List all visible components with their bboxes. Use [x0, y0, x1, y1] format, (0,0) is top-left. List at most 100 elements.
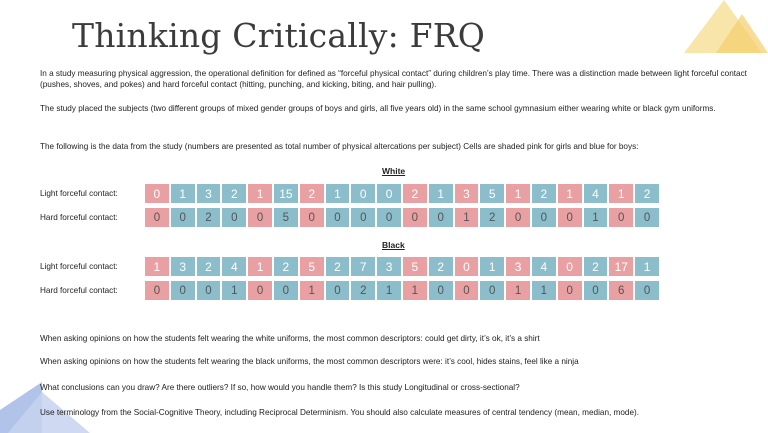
white-hard-cell: 0 [402, 208, 427, 227]
white-light-cell: 5 [480, 184, 505, 203]
black-hard-cell: 0 [480, 281, 505, 300]
white-light-cell: 3 [454, 184, 479, 203]
black-hard-cell: 0 [583, 281, 608, 300]
white-light-cell: 3 [196, 184, 221, 203]
white-hard-cell: 0 [222, 208, 247, 227]
white-light-cell: 1 [248, 184, 272, 203]
white-light-cell: 2 [402, 184, 427, 203]
black-light-cell: 3 [506, 257, 530, 276]
black-hard-cell: 0 [454, 281, 479, 300]
black-hard-cell: 0 [325, 281, 350, 300]
white-light-cell: 1 [506, 184, 530, 203]
white-light-cell: 0 [145, 184, 169, 203]
setup-paragraph: The study placed the subjects (two diffe… [40, 104, 716, 113]
triangle-decoration-bottom-left [0, 382, 90, 433]
black-light-label: Light forceful contact: [40, 262, 118, 271]
white-light-label: Light forceful contact: [40, 189, 118, 198]
black-hard-cell: 1 [222, 281, 247, 300]
black-light-cell: 1 [635, 257, 659, 276]
black-light-cell: 2 [325, 257, 350, 276]
white-light-cell: 0 [377, 184, 401, 203]
black-light-cell: 0 [557, 257, 582, 276]
black-light-cell: 4 [222, 257, 247, 276]
black-heading: Black [382, 240, 405, 250]
white-hard-cell: 0 [531, 208, 556, 227]
white-hard-cell: 0 [145, 208, 169, 227]
black-light-cell: 4 [531, 257, 556, 276]
black-light-cell: 2 [583, 257, 608, 276]
black-light-cell: 1 [248, 257, 272, 276]
black-hard-cell: 0 [248, 281, 272, 300]
white-light-cell: 4 [583, 184, 608, 203]
white-hard-label: Hard forceful contact: [40, 213, 118, 222]
white-hard-cell: 5 [273, 208, 298, 227]
white-light-cell: 1 [170, 184, 195, 203]
black-hard-label: Hard forceful contact: [40, 286, 118, 295]
white-hard-cell: 0 [351, 208, 376, 227]
black-hard-cell: 0 [273, 281, 298, 300]
white-hard-cell: 0 [377, 208, 401, 227]
black-light-cell: 2 [273, 257, 298, 276]
white-hard-cell: 0 [248, 208, 272, 227]
white-hard-cell: 0 [557, 208, 582, 227]
black-light-cell: 1 [145, 257, 169, 276]
white-light-cell: 1 [325, 184, 350, 203]
white-hard-cell: 2 [480, 208, 505, 227]
black-hard-cell: 0 [145, 281, 169, 300]
instructions-paragraph: Use terminology from the Social-Cognitiv… [40, 408, 640, 417]
white-heading: White [382, 166, 406, 176]
white-light-cell: 2 [222, 184, 247, 203]
questions-paragraph: What conclusions can you draw? Are there… [40, 383, 520, 392]
black-opinions-paragraph: When asking opinions on how the students… [40, 357, 579, 366]
white-light-cell: 1 [557, 184, 582, 203]
black-light-cell: 1 [480, 257, 505, 276]
black-hard-cell: 1 [377, 281, 401, 300]
white-light-cell: 1 [428, 184, 453, 203]
black-light-cell: 3 [377, 257, 401, 276]
white-hard-cell: 2 [196, 208, 221, 227]
black-light-row: 1 3 2 4 1 2 5 2 7 3 5 2 0 1 3 4 0 2 17 1 [145, 257, 659, 276]
intro-paragraph: In a study measuring physical aggression… [40, 69, 747, 89]
white-light-cell: 1 [609, 184, 634, 203]
white-hard-cell: 0 [325, 208, 350, 227]
black-light-cell: 2 [428, 257, 453, 276]
white-light-row: 0 1 3 2 1 15 2 1 0 0 2 1 3 5 1 2 1 4 1 2 [145, 184, 659, 203]
page-title: Thinking Critically: FRQ [72, 16, 485, 55]
black-light-cell: 7 [351, 257, 376, 276]
black-light-cell: 5 [299, 257, 324, 276]
black-hard-cell: 1 [402, 281, 427, 300]
black-hard-cell: 2 [351, 281, 376, 300]
black-hard-cell: 1 [506, 281, 530, 300]
white-hard-cell: 1 [583, 208, 608, 227]
white-hard-cell: 0 [170, 208, 195, 227]
white-hard-cell: 0 [299, 208, 324, 227]
black-light-cell: 2 [196, 257, 221, 276]
black-hard-cell: 1 [531, 281, 556, 300]
white-light-cell: 2 [635, 184, 659, 203]
black-light-cell: 5 [402, 257, 427, 276]
black-light-cell: 0 [454, 257, 479, 276]
white-hard-cell: 1 [454, 208, 479, 227]
triangle-decoration-top-right [684, 0, 768, 53]
white-hard-cell: 0 [609, 208, 634, 227]
data-description-paragraph: The following is the data from the study… [40, 142, 639, 151]
white-light-cell: 15 [273, 184, 298, 203]
black-hard-cell: 0 [635, 281, 659, 300]
black-hard-cell: 0 [196, 281, 221, 300]
black-hard-cell: 6 [609, 281, 634, 300]
black-hard-cell: 0 [170, 281, 195, 300]
white-light-cell: 2 [531, 184, 556, 203]
black-hard-cell: 0 [557, 281, 582, 300]
white-hard-cell: 0 [506, 208, 530, 227]
white-opinions-paragraph: When asking opinions on how the students… [40, 334, 540, 343]
black-light-cell: 17 [609, 257, 634, 276]
white-light-cell: 0 [351, 184, 376, 203]
white-hard-cell: 0 [635, 208, 659, 227]
black-hard-cell: 0 [428, 281, 453, 300]
white-light-cell: 2 [299, 184, 324, 203]
black-hard-cell: 1 [299, 281, 324, 300]
white-hard-cell: 0 [428, 208, 453, 227]
black-light-cell: 3 [170, 257, 195, 276]
